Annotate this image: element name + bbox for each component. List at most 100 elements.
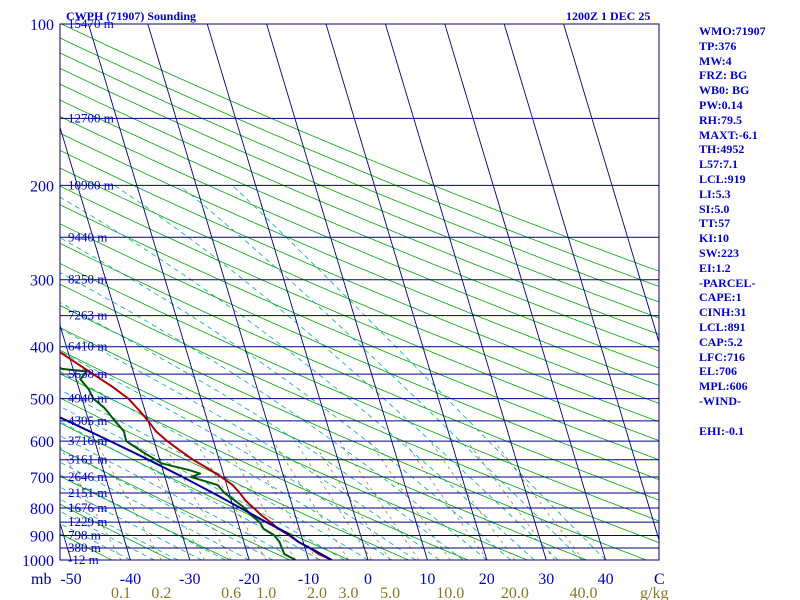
temperature-trace xyxy=(60,351,333,560)
height-label: 798 m xyxy=(68,527,101,542)
moist-adiabat xyxy=(60,302,464,560)
mixing-unit-label: g/kg xyxy=(640,585,668,600)
mixing-ratio-tick-label: 0.2 xyxy=(151,585,171,600)
isotherm xyxy=(325,24,488,560)
height-label: 10900 m xyxy=(68,177,114,192)
moist-adiabat xyxy=(60,272,488,560)
index-item: CINH:31 xyxy=(699,305,747,320)
isotherm xyxy=(60,323,131,560)
isotherm xyxy=(384,24,547,560)
index-item: -PARCEL- xyxy=(699,275,756,290)
height-label: 3716 m xyxy=(68,433,107,448)
height-label: 1229 m xyxy=(68,514,107,529)
index-item: MPL:606 xyxy=(699,379,748,394)
valid-time: 1200Z 1 DEC 25 xyxy=(566,9,650,23)
plot-background xyxy=(60,24,659,560)
index-item: KI:10 xyxy=(699,231,729,246)
index-item: TP:376 xyxy=(699,38,737,53)
mixing-ratio-tick-label: 0.1 xyxy=(111,585,131,600)
height-label: 8250 m xyxy=(68,272,107,287)
mixing-ratio-tick-label: 2.0 xyxy=(307,585,327,600)
mixing-ratio-tick-label: 40.0 xyxy=(569,585,597,600)
height-label: 12700 m xyxy=(68,110,114,125)
temperature-tick-label: 20 xyxy=(479,571,495,588)
index-item: RH:79.5 xyxy=(699,112,742,127)
height-label: 1676 m xyxy=(68,500,107,515)
moist-adiabat xyxy=(179,185,583,560)
mixing-ratio-tick-label: 20.0 xyxy=(501,585,529,600)
pressure-tick-label: 100 xyxy=(30,17,54,34)
temperature-tick-label: -20 xyxy=(239,571,260,588)
temperature-tick-label: 0 xyxy=(364,571,372,588)
index-item: LCL:919 xyxy=(699,171,746,186)
index-item: WMO:71907 xyxy=(699,24,766,38)
index-item: EHI:-0.1 xyxy=(699,423,744,438)
mixing-ratio-line xyxy=(95,440,162,560)
pressure-tick-label: 200 xyxy=(30,178,54,195)
height-label: 3161 m xyxy=(68,452,107,467)
x-unit-label: C xyxy=(654,571,665,588)
index-item: MAXT:-6.1 xyxy=(699,127,758,142)
height-label: 4940 m xyxy=(68,391,107,406)
mixing-ratio-tick-label: 3.0 xyxy=(338,585,358,600)
index-item: EL:706 xyxy=(699,364,738,379)
moist-adiabat xyxy=(60,328,440,560)
moist-adiabat xyxy=(60,486,202,560)
y-unit-label: mb xyxy=(31,571,51,588)
index-item: L57:7.1 xyxy=(699,157,738,172)
mixing-ratio-line xyxy=(369,440,451,560)
index-item: SI:5.0 xyxy=(699,201,730,216)
isotherm xyxy=(444,24,607,560)
index-item: -WIND- xyxy=(699,393,741,408)
mixing-ratio-tick-label: 5.0 xyxy=(380,585,400,600)
isotherm xyxy=(147,24,310,560)
temperature-tick-label: -10 xyxy=(298,571,319,588)
height-label: 2646 m xyxy=(68,469,107,484)
pressure-tick-label: 1000 xyxy=(22,553,54,570)
height-label: 6410 m xyxy=(68,339,107,354)
mixing-ratio-line xyxy=(294,440,372,560)
pressure-tick-label: 400 xyxy=(30,340,54,357)
index-item: PW:0.14 xyxy=(699,97,743,112)
mixing-ratio-tick-label: 0.6 xyxy=(221,585,241,600)
index-item xyxy=(699,409,799,424)
moist-adiabat xyxy=(60,405,345,560)
parcel-trace xyxy=(60,416,333,560)
temperature-tick-label: 40 xyxy=(598,571,614,588)
pressure-tick-label: 900 xyxy=(30,528,54,545)
height-label: 7263 m xyxy=(68,308,107,323)
height-label: 5638 m xyxy=(68,366,107,381)
moist-adiabat xyxy=(60,474,226,560)
height-label: 2151 m xyxy=(68,485,107,500)
temperature-tick-label: -50 xyxy=(60,571,81,588)
index-item: EI:1.2 xyxy=(699,260,731,275)
temperature-tick-label: -40 xyxy=(120,571,141,588)
height-label: 9440 m xyxy=(68,229,107,244)
pressure-tick-label: 700 xyxy=(30,470,54,487)
index-item: CAP:5.2 xyxy=(699,334,743,349)
isotherm xyxy=(0,24,12,560)
temperature-tick-label: 10 xyxy=(419,571,435,588)
height-label: 380 m xyxy=(68,540,101,555)
indices-sidebar: WMO:71907 TP:376 MW:4 FRZ: BG WB0: BG PW:0.14… xyxy=(699,24,799,438)
moist-adiabat xyxy=(60,461,250,560)
index-item: TT:57 xyxy=(699,216,731,231)
isotherm xyxy=(503,24,659,542)
index-item: MW:4 xyxy=(699,53,732,68)
isotherm xyxy=(266,24,428,560)
mixing-ratio-line xyxy=(312,440,391,560)
isotherm xyxy=(60,125,191,560)
chart-title: CWPH (71907) Sounding xyxy=(66,9,196,23)
mixing-ratio-line xyxy=(339,440,420,560)
pressure-tick-label: 500 xyxy=(30,392,54,409)
temperature-tick-label: -30 xyxy=(179,571,200,588)
index-item: TH:4952 xyxy=(699,142,745,157)
pressure-tick-label: 600 xyxy=(30,434,54,451)
index-item: FRZ: BG xyxy=(699,68,748,83)
mixing-ratio-tick-label: 1.0 xyxy=(256,585,276,600)
temperature-tick-label: 30 xyxy=(538,571,554,588)
index-item: SW:223 xyxy=(699,245,740,260)
height-label: 4305 m xyxy=(68,413,107,428)
